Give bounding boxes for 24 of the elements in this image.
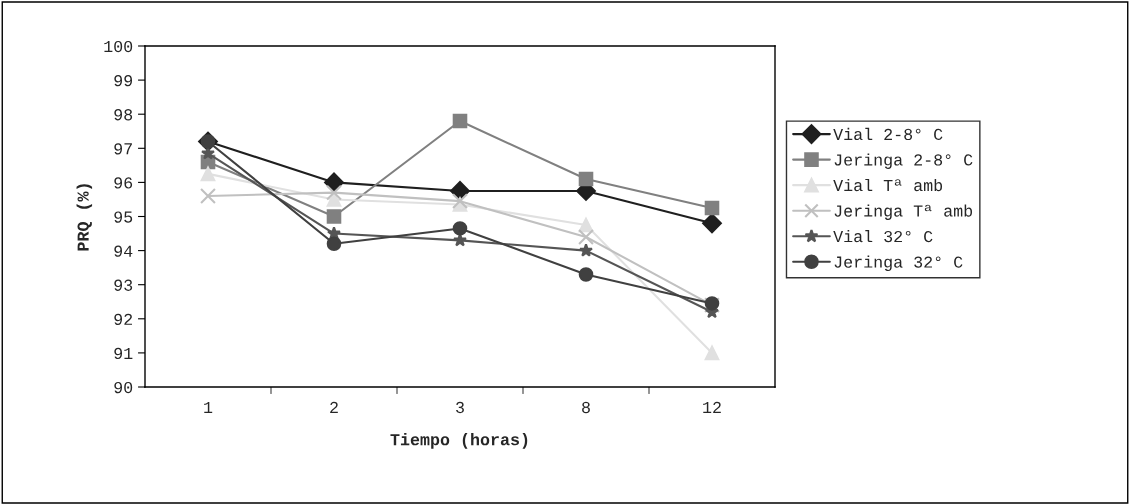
y-tick-label: 100 <box>104 40 133 53</box>
x-axis-title: Tiempo (horas) <box>390 433 528 449</box>
legend-label: Jeringa 32° C <box>834 255 963 272</box>
y-tick-label: 94 <box>114 245 133 257</box>
legend-label: Vial 32° C <box>833 229 933 243</box>
y-tick-label: 96 <box>114 177 133 189</box>
legend-label: Vial Tª amb <box>833 178 943 192</box>
legend-label: Vial 2-8° C <box>833 127 943 141</box>
y-tick-label: 99 <box>114 74 133 87</box>
y-tick-label: 90 <box>114 381 133 394</box>
y-tick-label: 92 <box>114 313 133 325</box>
x-tick-label: 1 <box>204 401 213 413</box>
x-tick-label: 3 <box>456 401 464 414</box>
x-tick-label: 12 <box>703 401 721 413</box>
y-tick-label: 97 <box>114 143 132 155</box>
y-axis-title: PRQ (%) <box>76 184 93 251</box>
legend-label: Jeringa Tª amb <box>834 204 973 220</box>
legend-label: Jeringa 2-8° C <box>834 153 973 169</box>
x-tick-label: 2 <box>330 401 338 413</box>
y-tick-label: 95 <box>114 211 133 223</box>
y-tick-label: 91 <box>114 347 133 360</box>
y-tick-label: 93 <box>114 279 133 291</box>
y-tick-label: 98 <box>114 109 133 121</box>
x-tick-label: 8 <box>582 401 590 414</box>
